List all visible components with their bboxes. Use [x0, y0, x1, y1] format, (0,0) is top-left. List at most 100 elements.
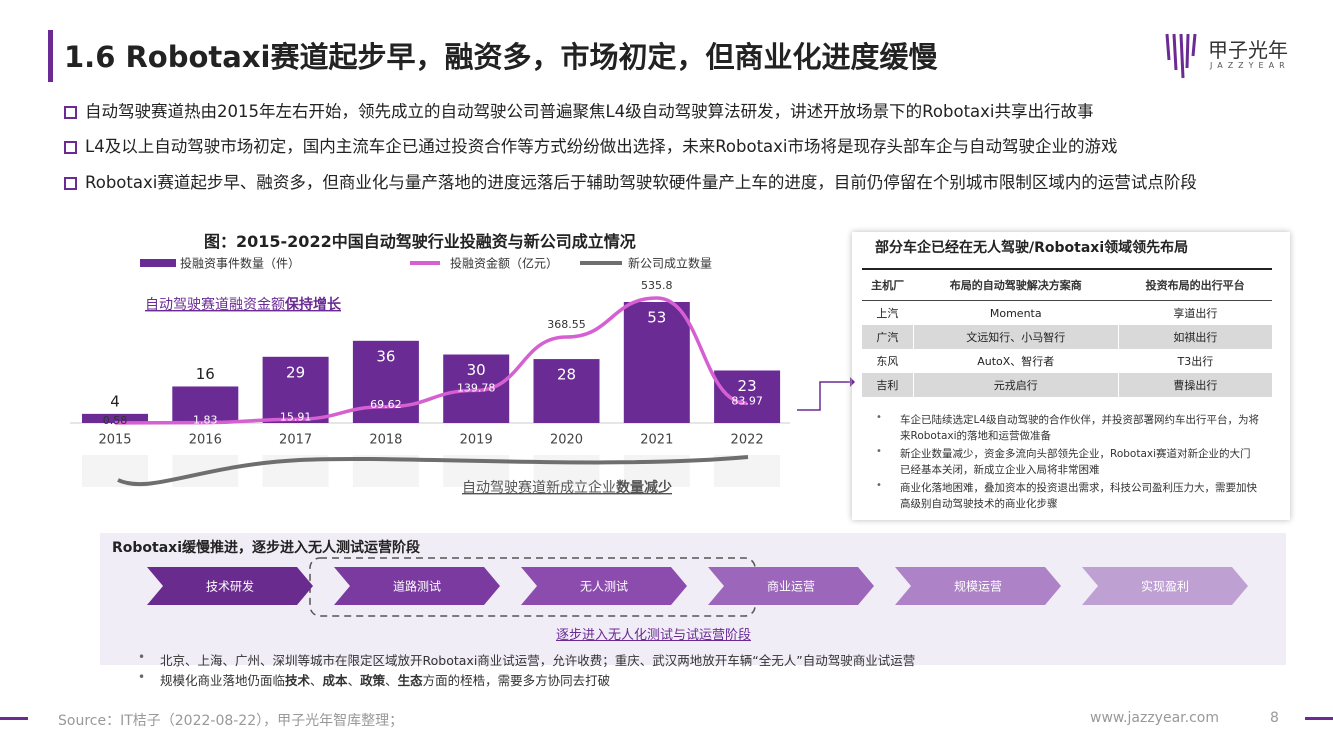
text-part: 保持增长 [284, 296, 342, 313]
bar-label: 28 [557, 366, 576, 384]
cell: 曹操出行 [1117, 373, 1272, 397]
note-text: 北京、上海、广州、深圳等城市在限定区域放开Robotaxi商业试运营，允许收费；… [160, 650, 915, 669]
x-tick-label: 2017 [279, 433, 312, 448]
cell: 文远知行、小马智行 [912, 325, 1119, 349]
bar [172, 386, 239, 423]
chart-title: 图：2015-2022中国自动驾驶行业投融资与新公司成立情况 [204, 232, 636, 251]
bar-label: 29 [286, 363, 305, 381]
line-label: 69.62 [370, 398, 402, 411]
source: Source：IT桔子（2022-08-22），甲子光年智库整理； [58, 713, 404, 729]
header-row: 主机厂 布局的自动驾驶解决方案商 投资布局的出行平台 [862, 268, 1272, 301]
header-cell: 投资布局的出行平台 [1118, 268, 1272, 301]
bullet-marker [64, 177, 77, 190]
bar [262, 356, 329, 423]
text-part: 自动驾驶赛道融资金额 [145, 297, 285, 313]
step-arrow [521, 567, 687, 605]
cell: 东风 [876, 355, 899, 368]
step-arrow [334, 567, 500, 605]
text-part: 技术 [285, 673, 311, 688]
trend-line [117, 455, 749, 487]
table-title: 部分车企已经在无人驾驶/Robotaxi领域领先布局 [875, 240, 1189, 256]
row: 吉利 元戎启行 曹操出行 [862, 373, 1272, 397]
bar [82, 413, 148, 423]
process-caption: 逐步进入无人化测试与试运营阶段 [556, 628, 752, 643]
bar-label: 53 [647, 309, 666, 327]
note-text: 新企业数量减少，资金多流向头部领先企业，Robotaxi赛道对新企业的大门已经基… [900, 448, 1251, 476]
header-cell: 布局的自动驾驶解决方案商 [913, 268, 1119, 301]
step-label: 实现盈利 [1141, 579, 1189, 594]
note-dot: • [138, 670, 146, 684]
note-dot: • [876, 480, 882, 491]
bar [623, 302, 690, 423]
step-label: 道路测试 [393, 579, 441, 594]
step-label: 规模运营 [954, 579, 1002, 594]
legend-label: 新公司成立数量 [628, 256, 712, 271]
bullet-text: L4及以上自动驾驶市场初定，国内主流车企已通过投资合作等方式纷纷做出选择，未来R… [85, 137, 1118, 156]
chart: 投融资事件数量（件） 投融资金额（亿元） 新公司成立数量 4 2015 16 2016 29 2… [70, 256, 790, 496]
note-text: 规模化商业落地仍面临技术、成本、政策、生态方面的桎梏，需要多方协同去打破 [160, 670, 610, 689]
cell: 吉利 [862, 373, 914, 397]
process-title: Robotaxi缓慢推进，逐步进入无人测试运营阶段 [112, 540, 421, 556]
bar-label: 16 [196, 365, 215, 383]
annotation: 自动驾驶赛道新成立企业数量减少 [462, 479, 672, 496]
line-label: 15.91 [280, 410, 312, 423]
process-steps: 技术研发 道路测试 无人测试 商业运营 规模运营 实现盈利 [147, 557, 1248, 617]
bullet-marker [64, 141, 77, 154]
table: 主机厂 布局的自动驾驶解决方案商 投资布局的出行平台 上汽 Momenta 享道出行 广汽文… [862, 268, 1272, 397]
row: 广汽 文远知行、小马智行 如祺出行 [862, 325, 1272, 349]
footer-line [0, 717, 28, 720]
bar [533, 359, 600, 423]
legend-label: 投融资事件数量（件） [180, 256, 300, 271]
url: www.jazzyear.com [1090, 710, 1219, 726]
x-tick-label: 2018 [369, 433, 402, 448]
bar-label: 30 [467, 361, 486, 379]
step-arrow [147, 567, 313, 605]
text-part: 自动驾驶赛道新成立企业 [462, 479, 616, 496]
bullet-marker [64, 106, 77, 119]
bar-label: 4 [110, 392, 120, 410]
bar [714, 370, 781, 423]
bullet-text: 自动驾驶赛道热由2015年左右开始，领先成立的自动驾驶公司普遍聚焦L4级自动驾驶… [85, 102, 1094, 121]
x-tick-label: 2021 [640, 433, 673, 448]
footer-line [1305, 717, 1333, 720]
bar-label: 36 [376, 347, 395, 365]
step-arrow [708, 567, 874, 605]
text-part: 生态 [397, 673, 423, 688]
x-tick-label: 2015 [98, 433, 131, 448]
logo-icon [1165, 33, 1197, 79]
text-part: 、 [310, 673, 323, 688]
logo-sub: JAZZYEAR [1210, 61, 1290, 70]
text-part: 方面的桎梏，需要多方协同去打破 [422, 673, 611, 688]
text-part: 、 [385, 673, 398, 688]
line-label: 535.8 [641, 279, 673, 292]
legend-label: 投融资金额（亿元） [450, 256, 558, 271]
cell: T3出行 [1117, 349, 1272, 373]
line-label: 139.78 [457, 381, 496, 394]
text-part: 数量减少 [616, 479, 672, 496]
row: 上汽 Momenta 享道出行 [862, 300, 1272, 325]
cell: 广汽 [862, 325, 914, 349]
note-dot: • [138, 650, 146, 664]
text-part: 北京、上海、广州、深圳等城市在限定区域放开Robotaxi商业试运营，允许收费；… [160, 653, 916, 668]
note-text: 商业化落地困难，叠加资本的投资退出需求，科技公司盈利压力大，需要加快高级别自动驾… [900, 482, 1257, 510]
line-label: 368.55 [547, 318, 586, 331]
step-label: 无人测试 [580, 579, 628, 594]
x-tick-label: 2020 [550, 433, 583, 448]
step-label: 技术研发 [206, 579, 254, 594]
cell: Momenta [912, 300, 1119, 325]
bullet-text: Robotaxi赛道起步早、融资多，但商业化与量产落地的进度远落后于辅助驾驶软硬… [85, 173, 1197, 192]
text-part: 、 [347, 673, 361, 688]
x-tick-label: 2022 [731, 433, 764, 448]
row: 东风 AutoX、智行者 T3出行 [862, 349, 1272, 373]
note-dot: • [876, 412, 882, 423]
line-label: 1.83 [193, 414, 218, 427]
placeholder-box [82, 455, 148, 487]
text-part: 成本 [322, 673, 348, 688]
cell: AutoX、智行者 [912, 349, 1119, 373]
page-number: 8 [1270, 710, 1279, 726]
cell: 享道出行 [1117, 300, 1272, 325]
legend-swatch [140, 259, 176, 267]
text-part: 规模化商业落地仍面临 [160, 673, 286, 688]
step-label: 商业运营 [767, 579, 815, 594]
x-tick-label: 2016 [189, 433, 222, 448]
